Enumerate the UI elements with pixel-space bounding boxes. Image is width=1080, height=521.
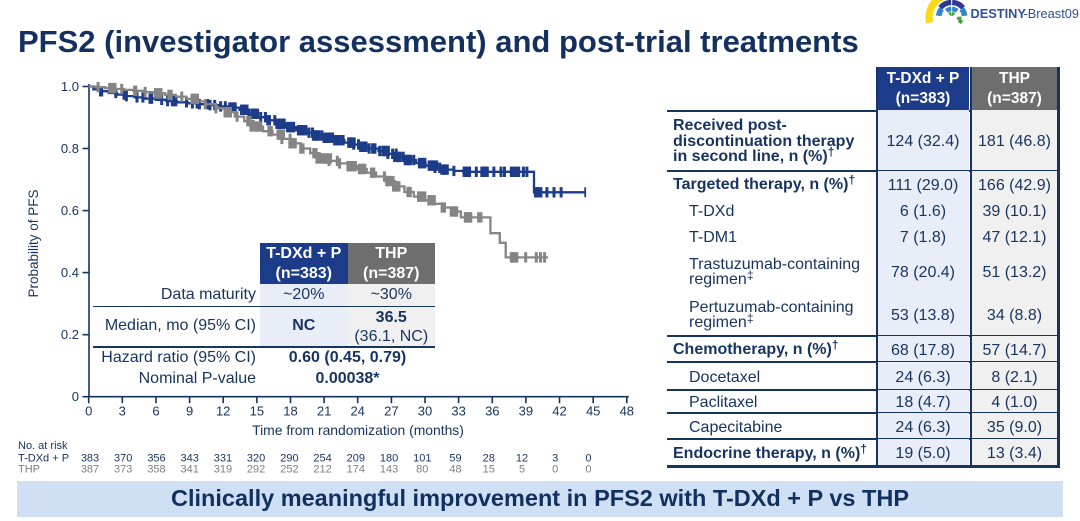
svg-text:6: 6 — [152, 404, 159, 419]
svg-text:343: 343 — [181, 453, 199, 465]
svg-text:101: 101 — [413, 453, 431, 465]
svg-text:320: 320 — [247, 453, 265, 465]
svg-text:331: 331 — [214, 453, 232, 465]
svg-text:254: 254 — [313, 453, 331, 465]
svg-text:59: 59 — [449, 453, 461, 465]
svg-text:0: 0 — [585, 464, 591, 476]
svg-text:3: 3 — [552, 453, 558, 465]
svg-text:319: 319 — [214, 464, 232, 476]
svg-text:370: 370 — [114, 453, 132, 465]
svg-text:-Breast09: -Breast09 — [1024, 6, 1079, 21]
svg-text:180: 180 — [380, 453, 398, 465]
svg-text:0: 0 — [85, 404, 92, 419]
svg-text:387: 387 — [81, 464, 99, 476]
svg-text:33: 33 — [451, 404, 465, 419]
svg-text:DESTINY: DESTINY — [971, 6, 1027, 21]
svg-text:21: 21 — [317, 404, 331, 419]
svg-text:373: 373 — [114, 464, 132, 476]
svg-text:383: 383 — [81, 453, 99, 465]
svg-text:12: 12 — [516, 453, 528, 465]
svg-text:15: 15 — [483, 464, 495, 476]
svg-text:30: 30 — [418, 404, 432, 419]
svg-text:212: 212 — [313, 464, 331, 476]
svg-text:0: 0 — [552, 464, 558, 476]
svg-text:358: 358 — [147, 464, 165, 476]
svg-text:252: 252 — [280, 464, 298, 476]
svg-text:Probability of PFS: Probability of PFS — [26, 189, 41, 297]
svg-text:12: 12 — [216, 404, 230, 419]
svg-text:45: 45 — [586, 404, 600, 419]
svg-text:3: 3 — [119, 404, 126, 419]
svg-text:0: 0 — [72, 389, 79, 404]
svg-text:18: 18 — [283, 404, 297, 419]
svg-text:24: 24 — [350, 404, 364, 419]
svg-text:39: 39 — [519, 404, 533, 419]
svg-text:28: 28 — [483, 453, 495, 465]
svg-text:1.0: 1.0 — [61, 79, 79, 94]
svg-text:290: 290 — [280, 453, 298, 465]
svg-text:0.4: 0.4 — [61, 265, 79, 280]
svg-text:27: 27 — [384, 404, 398, 419]
svg-text:48: 48 — [449, 464, 461, 476]
svg-text:0: 0 — [585, 453, 591, 465]
svg-text:5: 5 — [519, 464, 525, 476]
svg-text:341: 341 — [181, 464, 199, 476]
svg-text:80: 80 — [416, 464, 428, 476]
svg-text:9: 9 — [186, 404, 193, 419]
svg-text:Time from randomization (month: Time from randomization (months) — [252, 422, 464, 438]
svg-text:0.8: 0.8 — [61, 141, 79, 156]
svg-text:T-DXd + P: T-DXd + P — [18, 453, 69, 465]
svg-text:209: 209 — [347, 453, 365, 465]
svg-text:No. at risk: No. at risk — [18, 440, 68, 452]
svg-text:0.2: 0.2 — [61, 327, 79, 342]
svg-text:48: 48 — [620, 404, 634, 419]
svg-text:292: 292 — [247, 464, 265, 476]
svg-text:42: 42 — [552, 404, 566, 419]
svg-text:THP: THP — [18, 464, 40, 476]
svg-text:356: 356 — [147, 453, 165, 465]
svg-text:174: 174 — [347, 464, 365, 476]
svg-text:0.6: 0.6 — [61, 203, 79, 218]
svg-text:15: 15 — [250, 404, 264, 419]
svg-text:36: 36 — [485, 404, 499, 419]
svg-text:143: 143 — [380, 464, 398, 476]
